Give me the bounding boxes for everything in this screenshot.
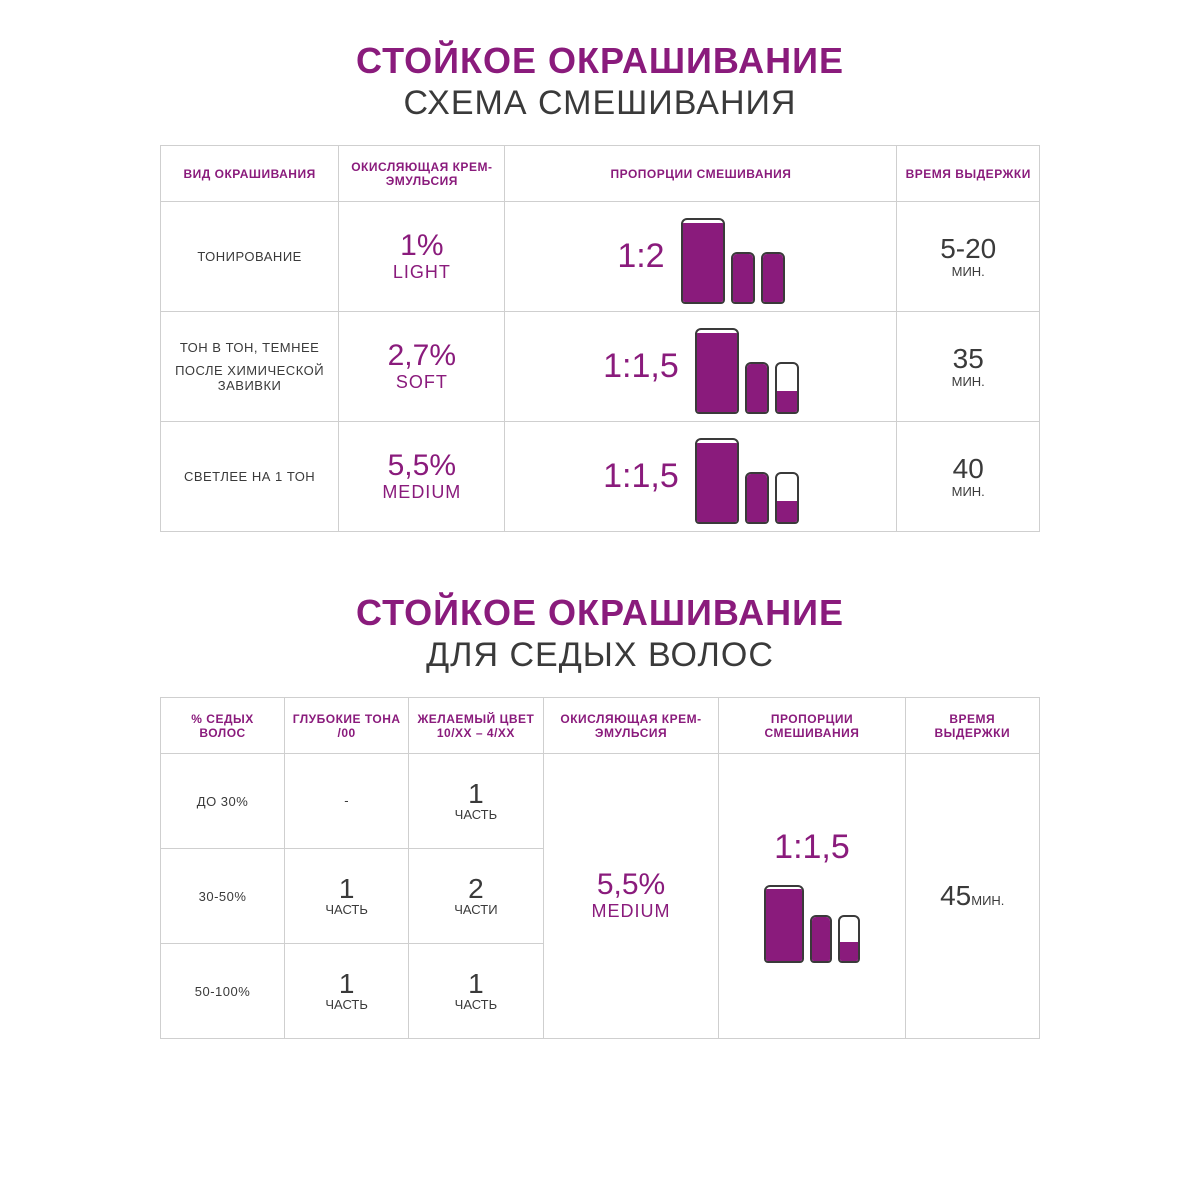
cell-proportion: 1:1,5 [505,312,897,422]
cell-deep: - [285,754,409,849]
emulsion-label: MEDIUM [592,902,671,922]
cell-gray: 30-50% [161,849,285,944]
gray-table: % СЕДЫХ ВОЛОС ГЛУБОКИЕ ТОНА /00 ЖЕЛАЕМЫЙ… [160,697,1040,1039]
table-row: ТОНИРОВАНИЕ 1% LIGHT 1:2 [161,202,1040,312]
cell-time: 40 МИН. [897,422,1040,532]
bottle-icon [775,472,799,524]
cell-time: 35 МИН. [897,312,1040,422]
cell-deep: 1ЧАСТЬ [285,944,409,1039]
bottle-icon [745,472,769,524]
cell-kind: СВЕТЛЕЕ НА 1 ТОН [161,422,339,532]
cell-desired: 1ЧАСТЬ [409,754,543,849]
time-value: 45 [940,880,971,911]
cell-emulsion: 5,5% MEDIUM [339,422,505,532]
cell-time: 45МИН. [905,754,1039,1039]
cell-kind: ТОН В ТОН, ТЕМНЕЕПОСЛЕ ХИМИЧЕСКОЙ ЗАВИВК… [161,312,339,422]
col-time: ВРЕМЯ ВЫДЕРЖКИ [905,698,1039,754]
col-time: ВРЕМЯ ВЫДЕРЖКИ [897,146,1040,202]
cell-proportion: 1:1,5 [505,422,897,532]
cell-desired: 2ЧАСТИ [409,849,543,944]
col-kind: ВИД ОКРАШИВАНИЯ [161,146,339,202]
cell-desired: 1ЧАСТЬ [409,944,543,1039]
bottle-icon [731,252,755,304]
time-unit: МИН. [952,485,985,499]
bottles-group [695,430,799,524]
section1-title-sub: СХЕМА СМЕШИВАНИЯ [140,84,1060,123]
bottle-icon [838,915,860,963]
ratio: 1:1,5 [603,347,679,386]
mixing-table: ВИД ОКРАШИВАНИЯ ОКИСЛЯЮЩАЯ КРЕМ-ЭМУЛЬСИЯ… [160,145,1040,532]
bottles-group [764,877,860,963]
time-value: 40 [953,454,984,485]
cell-proportion: 1:2 [505,202,897,312]
table-row: ДО 30% - 1ЧАСТЬ 5,5% MEDIUM 1:1,5 [161,754,1040,849]
time-unit: МИН. [952,375,985,389]
bottles-group [695,320,799,414]
bottle-icon [745,362,769,414]
ratio: 1:2 [617,237,664,276]
time-unit: МИН. [952,265,985,279]
col-deep: ГЛУБОКИЕ ТОНА /00 [285,698,409,754]
col-gray: % СЕДЫХ ВОЛОС [161,698,285,754]
bottle-icon [810,915,832,963]
time-value: 35 [953,344,984,375]
table-row: СВЕТЛЕЕ НА 1 ТОН 5,5% MEDIUM 1:1,5 [161,422,1040,532]
cell-gray: 50-100% [161,944,285,1039]
col-emulsion: ОКИСЛЯЮЩАЯ КРЕМ-ЭМУЛЬСИЯ [543,698,719,754]
cell-emulsion: 2,7% SOFT [339,312,505,422]
emulsion-percent: 1% [400,231,443,261]
cell-emulsion: 1% LIGHT [339,202,505,312]
bottle-icon [695,438,739,524]
ratio: 1:1,5 [774,829,850,866]
bottle-icon [695,328,739,414]
bottle-icon [761,252,785,304]
section2-title-main: СТОЙКОЕ ОКРАШИВАНИЕ [140,592,1060,634]
emulsion-label: SOFT [396,373,448,393]
emulsion-percent: 2,7% [388,341,456,371]
emulsion-percent: 5,5% [388,451,456,481]
cell-emulsion: 5,5% MEDIUM [543,754,719,1039]
ratio: 1:1,5 [603,457,679,496]
cell-proportion: 1:1,5 [719,754,905,1039]
col-prop: ПРОПОРЦИИ СМЕШИВАНИЯ [719,698,905,754]
section2-title-sub: ДЛЯ СЕДЫХ ВОЛОС [140,636,1060,675]
bottle-icon [775,362,799,414]
cell-time: 5-20 МИН. [897,202,1040,312]
table-row: ТОН В ТОН, ТЕМНЕЕПОСЛЕ ХИМИЧЕСКОЙ ЗАВИВК… [161,312,1040,422]
bottle-icon [764,885,804,963]
time-unit: МИН. [971,893,1004,908]
section1-title-main: СТОЙКОЕ ОКРАШИВАНИЕ [140,40,1060,82]
cell-gray: ДО 30% [161,754,285,849]
emulsion-label: LIGHT [393,263,451,283]
time-value: 5-20 [940,234,996,265]
emulsion-label: MEDIUM [382,483,461,503]
bottles-group [681,210,785,304]
col-proportion: ПРОПОРЦИИ СМЕШИВАНИЯ [505,146,897,202]
cell-kind: ТОНИРОВАНИЕ [161,202,339,312]
col-emulsion: ОКИСЛЯЮЩАЯ КРЕМ-ЭМУЛЬСИЯ [339,146,505,202]
cell-deep: 1ЧАСТЬ [285,849,409,944]
emulsion-percent: 5,5% [597,870,665,900]
bottle-icon [681,218,725,304]
col-desired: ЖЕЛАЕМЫЙ ЦВЕТ 10/XX – 4/XX [409,698,543,754]
